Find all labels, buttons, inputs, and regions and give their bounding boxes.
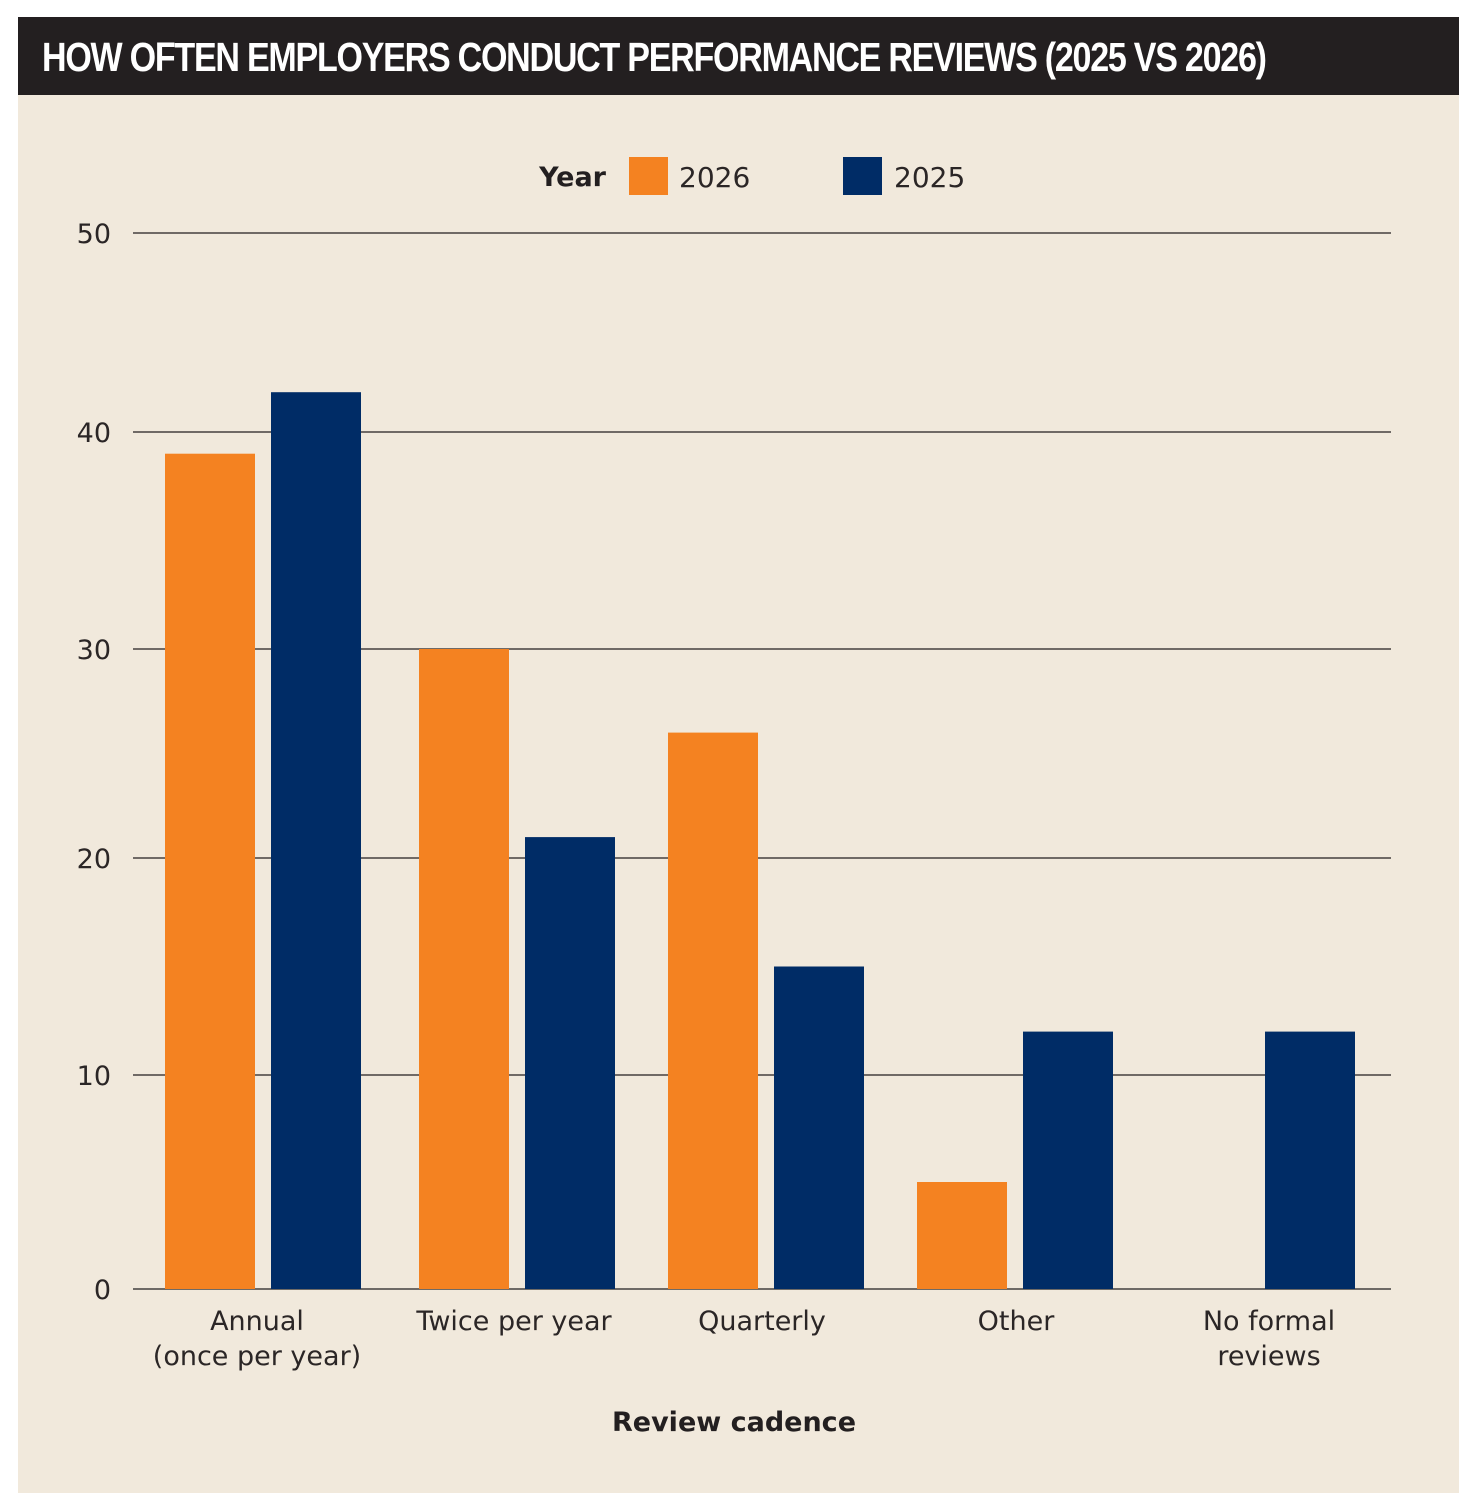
bars bbox=[165, 392, 1355, 1289]
y-tick-label: 10 bbox=[77, 1061, 111, 1092]
bar-2026-2 bbox=[668, 732, 758, 1289]
bar-2025-2 bbox=[774, 966, 864, 1289]
bar-2026-3 bbox=[917, 1182, 1007, 1289]
x-axis-label: Review cadence bbox=[612, 1407, 856, 1438]
legend-swatch-2025 bbox=[843, 157, 882, 195]
x-tick-label: Quarterly bbox=[698, 1306, 826, 1337]
legend-swatch-2026 bbox=[629, 157, 668, 195]
y-axis: 0 10 20 30 40 50 bbox=[77, 219, 111, 1306]
bar-2025-0 bbox=[271, 392, 361, 1289]
x-tick-label: No formal reviews bbox=[1203, 1306, 1335, 1372]
y-tick-label: 50 bbox=[77, 219, 111, 250]
bar-2026-0 bbox=[165, 453, 255, 1289]
legend: Year 2026 2025 bbox=[538, 157, 965, 195]
legend-label-2025: 2025 bbox=[894, 161, 965, 194]
legend-title: Year bbox=[538, 162, 607, 193]
x-tick-label: Annual (once per year) bbox=[153, 1306, 361, 1372]
title-bar: HOW OFTEN EMPLOYERS CONDUCT PERFORMANCE … bbox=[18, 17, 1459, 95]
chart-title: HOW OFTEN EMPLOYERS CONDUCT PERFORMANCE … bbox=[42, 34, 1267, 80]
y-tick-label: 40 bbox=[77, 418, 111, 449]
y-tick-label: 0 bbox=[94, 1275, 111, 1306]
bar-2026-1 bbox=[419, 649, 509, 1289]
bar-2025-3 bbox=[1023, 1031, 1113, 1289]
bar-2025-1 bbox=[525, 837, 615, 1289]
legend-label-2026: 2026 bbox=[679, 161, 750, 194]
x-tick-label: Twice per year bbox=[415, 1306, 612, 1337]
bar-2025-4 bbox=[1265, 1031, 1355, 1289]
y-tick-label: 20 bbox=[77, 844, 111, 875]
x-axis: Annual (once per year) Twice per year Quart… bbox=[153, 1306, 1335, 1372]
y-tick-label: 30 bbox=[77, 635, 111, 666]
x-tick-label: Other bbox=[978, 1306, 1056, 1337]
